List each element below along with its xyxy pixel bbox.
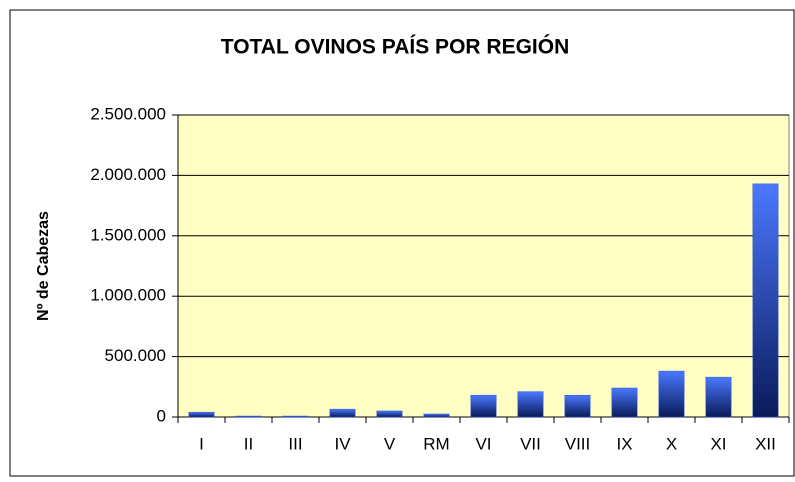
bar xyxy=(517,391,544,418)
bar xyxy=(329,408,356,418)
bar xyxy=(564,395,591,418)
y-tick-label: 500.000 xyxy=(105,346,166,365)
x-tick-label: XI xyxy=(710,434,726,453)
bar xyxy=(282,415,309,418)
bar xyxy=(658,370,685,418)
y-tick-label: 2.500.000 xyxy=(90,104,166,123)
x-tick-label: RM xyxy=(423,434,449,453)
bar xyxy=(235,415,262,418)
x-tick-label: III xyxy=(288,434,302,453)
bar xyxy=(188,411,215,418)
x-tick-label: V xyxy=(384,434,396,453)
y-tick-label: 1.500.000 xyxy=(90,225,166,244)
bar xyxy=(752,183,779,418)
x-tick-label: IX xyxy=(616,434,632,453)
bar xyxy=(376,410,403,418)
x-tick-label: IV xyxy=(334,434,351,453)
bar xyxy=(705,376,732,418)
x-tick-label: X xyxy=(666,434,677,453)
x-tick-label: VII xyxy=(520,434,541,453)
y-tick-label: 2.000.000 xyxy=(90,165,166,184)
bar xyxy=(611,387,638,418)
y-tick-label: 1.000.000 xyxy=(90,286,166,305)
x-tick-label: VI xyxy=(475,434,491,453)
y-tick-label: 0 xyxy=(157,406,166,425)
y-axis-label: Nº de Cabezas xyxy=(35,211,52,321)
x-tick-label: VIII xyxy=(565,434,591,453)
bar xyxy=(470,395,497,418)
x-tick-label: XII xyxy=(755,434,776,453)
x-tick-label: II xyxy=(244,434,253,453)
chart-title: TOTAL OVINOS PAÍS POR REGIÓN xyxy=(221,35,570,59)
bar xyxy=(423,413,450,418)
x-tick-label: I xyxy=(199,434,204,453)
plot-area xyxy=(177,114,790,418)
